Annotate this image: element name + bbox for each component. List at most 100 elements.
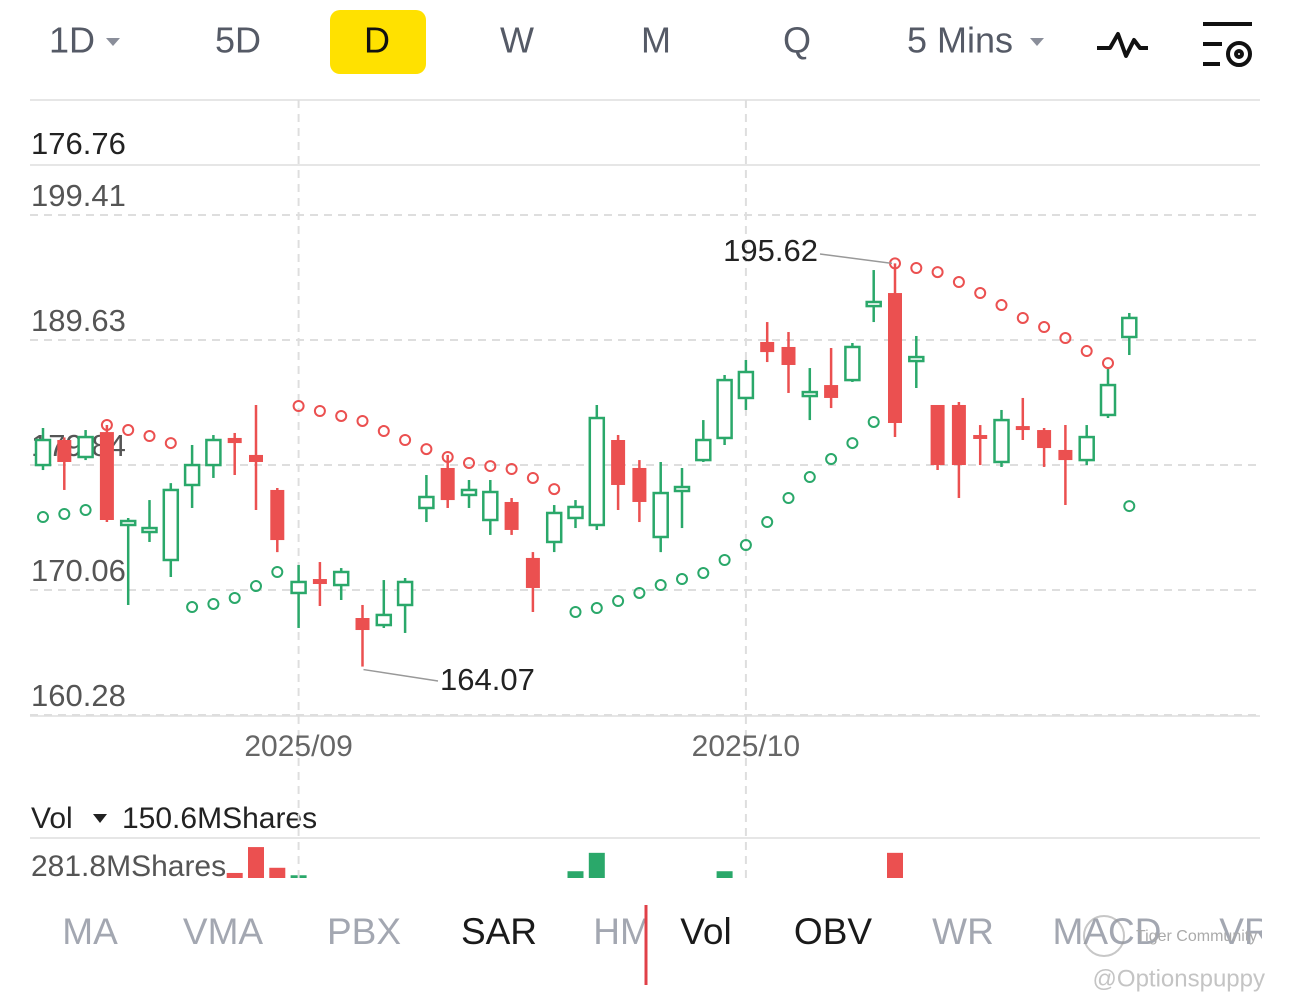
x-tick-label: 2025/09 <box>244 730 352 763</box>
candle-body <box>141 526 158 534</box>
candle-body <box>973 435 988 439</box>
candle-body <box>249 454 263 462</box>
indicator-tab[interactable]: MACD <box>1053 911 1162 952</box>
sar-dot <box>463 457 475 470</box>
candle-body <box>1078 435 1095 462</box>
period-button[interactable]: W <box>500 20 534 61</box>
indicator-tab[interactable]: Vol <box>680 911 731 952</box>
sar-dot <box>569 606 582 619</box>
candle-body <box>1015 426 1030 431</box>
volume-bar <box>567 871 584 878</box>
sar-dot <box>739 539 752 552</box>
sar-dot <box>356 414 369 427</box>
volume-dropdown[interactable] <box>93 814 107 823</box>
sar-dot <box>825 453 838 466</box>
candle-body <box>844 345 861 382</box>
period-button[interactable]: 5D <box>215 20 261 61</box>
candle-body <box>545 511 563 544</box>
sar-dot <box>1038 321 1051 334</box>
indicator-tab[interactable]: MA <box>62 911 118 952</box>
period-button[interactable]: 1D <box>49 20 95 61</box>
candle-body <box>632 467 647 502</box>
sar-dot <box>803 471 816 484</box>
candle-body <box>482 490 499 522</box>
sar-dot <box>377 425 390 438</box>
candle-body <box>440 467 455 501</box>
sar-dot <box>974 287 987 300</box>
sar-dot <box>250 580 262 593</box>
sar-dot <box>654 579 667 592</box>
indicator-tab[interactable]: VR <box>1219 911 1270 952</box>
indicator-tab[interactable]: HM <box>593 911 651 952</box>
high-marker: 195.62 <box>723 233 818 268</box>
sar-dot <box>143 430 156 443</box>
sar-dot <box>186 601 199 614</box>
sar-dot <box>1016 311 1029 324</box>
volume-bar <box>716 871 733 878</box>
period-button[interactable]: M <box>641 20 671 61</box>
candle-body <box>695 438 712 462</box>
candle-body <box>270 489 285 541</box>
sar-dot <box>505 463 518 476</box>
period-button[interactable]: Q <box>783 20 811 61</box>
candle-body <box>993 418 1010 464</box>
sar-dot <box>782 492 795 505</box>
volume-bar <box>269 867 286 878</box>
candle-body <box>908 355 925 363</box>
low-marker-line <box>363 668 439 682</box>
sar-dot <box>441 450 454 463</box>
candle-body <box>77 435 94 459</box>
dropdown-arrow[interactable] <box>106 38 120 46</box>
candle-body <box>567 505 584 520</box>
candle-body <box>396 580 414 607</box>
sar-dot <box>271 566 284 579</box>
sar-dot <box>313 404 326 417</box>
candle-body <box>355 618 370 631</box>
candle-body <box>525 557 540 588</box>
sar-dot <box>867 415 880 428</box>
indicator-icon[interactable] <box>1097 32 1148 58</box>
volume-tick-label: 281.8MShares <box>31 850 226 883</box>
sar-dot <box>399 434 412 446</box>
volume-bar <box>887 852 903 878</box>
volume-title[interactable]: Vol <box>31 802 73 835</box>
settings-icon[interactable] <box>1203 22 1252 67</box>
candle-body <box>888 293 902 424</box>
candle-body <box>716 378 733 440</box>
dropdown-arrow[interactable] <box>1030 38 1044 46</box>
candle-body <box>312 579 327 585</box>
candle-body <box>1121 316 1138 339</box>
sar-dot <box>1059 332 1072 345</box>
sar-dot <box>420 443 433 456</box>
period-button[interactable]: D <box>364 20 390 61</box>
sar-dot <box>1102 357 1114 370</box>
volume-bar <box>248 847 264 878</box>
indicator-tab[interactable]: SAR <box>461 911 537 952</box>
candle-body <box>119 519 137 527</box>
candle-body <box>930 404 945 466</box>
volume-bar <box>588 852 605 878</box>
sar-dot <box>633 586 646 599</box>
candle-body <box>760 341 775 353</box>
sar-dot <box>590 602 603 615</box>
indicator-tab[interactable]: WR <box>932 911 994 952</box>
sar-dot <box>846 437 859 450</box>
sar-dot <box>58 507 71 520</box>
candle-body <box>34 438 52 467</box>
y-tick-label: 199.41 <box>31 178 126 213</box>
candle-body <box>183 463 201 487</box>
sar-dot <box>292 400 305 413</box>
candle-body <box>504 501 519 530</box>
candle-body <box>737 370 755 400</box>
sar-dot <box>228 591 241 604</box>
sar-dot <box>952 276 965 289</box>
sar-dot <box>122 424 135 437</box>
y-tick-label: 160.28 <box>31 678 126 713</box>
period-button[interactable]: 5 Mins <box>907 20 1013 61</box>
indicator-tab[interactable]: VMA <box>183 911 264 952</box>
candle-body <box>611 440 626 485</box>
indicator-tab[interactable]: OBV <box>794 911 872 952</box>
indicator-tab[interactable]: PBX <box>327 911 401 952</box>
indicator-tabs: MA VMA PBX SAR HM Vol OBV WR MACD VR <box>62 911 1270 952</box>
